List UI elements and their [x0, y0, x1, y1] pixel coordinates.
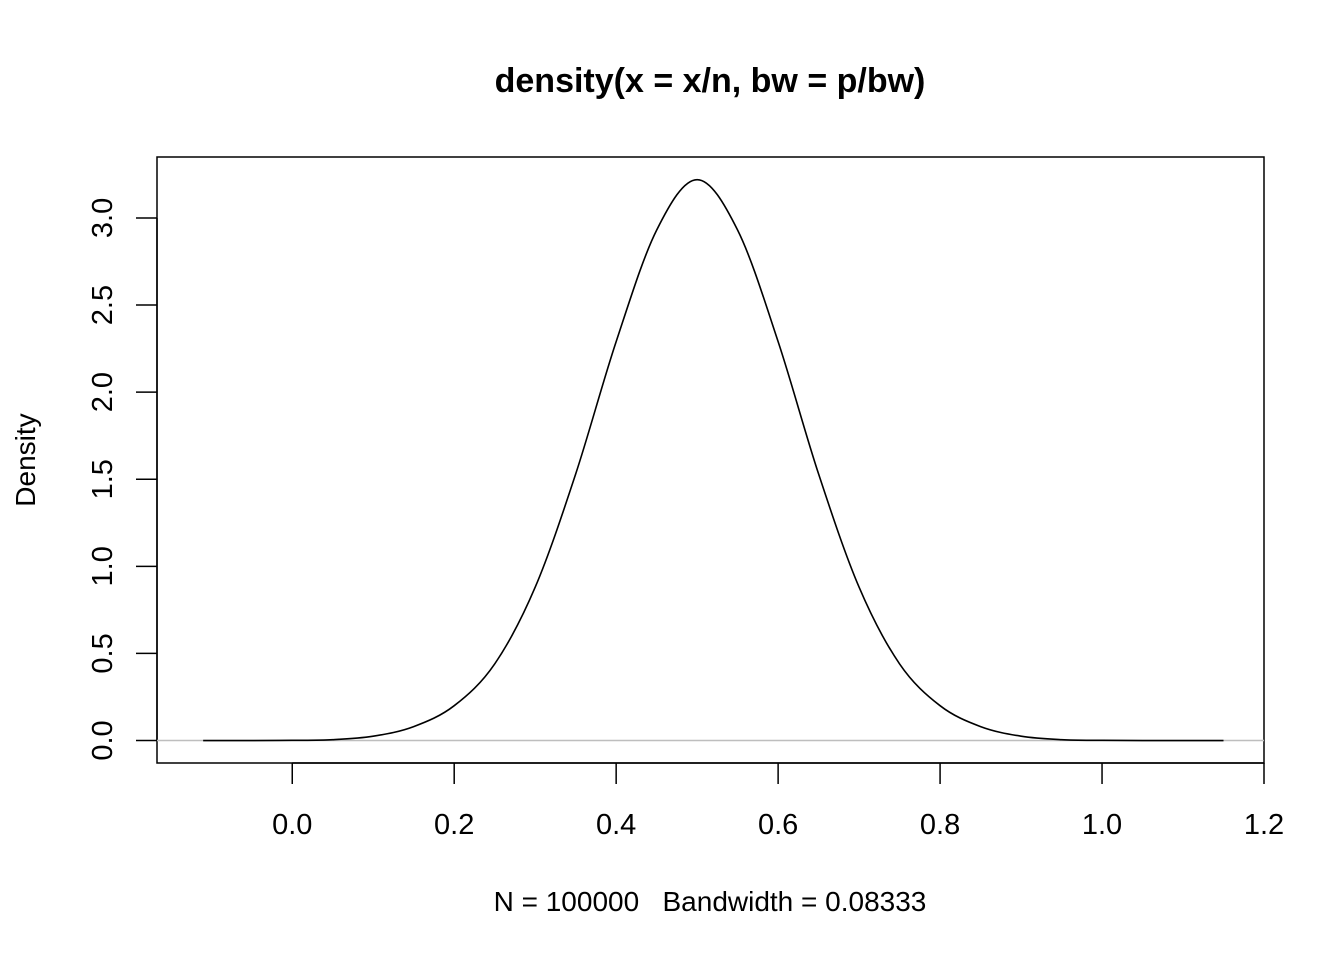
y-tick-label: 0.0: [87, 720, 119, 760]
density-curve: [203, 178, 1224, 742]
plot-frame: [156, 156, 1265, 764]
x-tick-label: 0.6: [758, 809, 798, 841]
x-tick-label: 1.2: [1244, 809, 1284, 841]
x-tick-label: 0.2: [434, 809, 474, 841]
x-axis: 0.0 0.2 0.4 0.6 0.8 1.0 1.2: [272, 762, 1284, 841]
y-tick-label: 1.5: [87, 459, 119, 499]
x-tick-label: 1.0: [1082, 809, 1122, 841]
y-tick-label: 1.0: [87, 546, 119, 586]
y-tick-label: 3.0: [87, 198, 119, 238]
x-tick-label: 0.8: [920, 809, 960, 841]
x-axis-label: N = 100000 Bandwidth = 0.08333: [494, 886, 927, 917]
chart-title: density(x = x/n, bw = p/bw): [495, 62, 926, 100]
y-tick-label: 2.0: [87, 372, 119, 412]
y-tick-label: 2.5: [87, 285, 119, 325]
y-axis-label: Density: [10, 413, 41, 506]
y-tick-label: 0.5: [87, 633, 119, 673]
x-tick-label: 0.4: [596, 809, 636, 841]
y-axis: 0.0 0.5 1.0 1.5 2.0 2.5 3.0: [87, 198, 158, 761]
x-tick-label: 0.0: [272, 809, 312, 841]
